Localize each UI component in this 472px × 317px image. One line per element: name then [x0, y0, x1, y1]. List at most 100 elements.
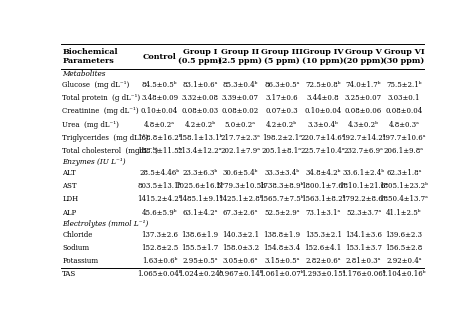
Text: 41.1±2.5ᵇ: 41.1±2.5ᵇ: [386, 209, 421, 217]
Text: AST: AST: [62, 182, 77, 190]
Text: 5.0±0.2ᵃ: 5.0±0.2ᵃ: [225, 120, 256, 128]
Text: 1425.1±2.8ᵇ: 1425.1±2.8ᵇ: [218, 196, 262, 204]
Text: 1485.1±9.1ᵇ: 1485.1±9.1ᵇ: [178, 196, 222, 204]
Text: 72.5±0.8ᵇ: 72.5±0.8ᵇ: [305, 81, 341, 89]
Text: 153.1±3.7: 153.1±3.7: [345, 244, 382, 252]
Text: 0.10±0.04: 0.10±0.04: [141, 107, 178, 115]
Text: 2.82±0.6ᵃ: 2.82±0.6ᵃ: [305, 257, 341, 265]
Text: 1563.1±8.2ᵇ: 1563.1±8.2ᵇ: [301, 196, 346, 204]
Text: 52.5±2.9ᵃ: 52.5±2.9ᵃ: [264, 209, 300, 217]
Text: 158.0±3.2: 158.0±3.2: [222, 244, 259, 252]
Text: 52.3±3.7ᵃ: 52.3±3.7ᵃ: [346, 209, 381, 217]
Text: Control: Control: [143, 53, 177, 61]
Text: 73.1±3.1ᵃ: 73.1±3.1ᵃ: [305, 209, 341, 217]
Text: 138.6±1.9: 138.6±1.9: [181, 231, 219, 239]
Text: Total cholesterol  (mgdL⁻¹): Total cholesterol (mgdL⁻¹): [62, 147, 158, 155]
Text: 1415.2±4.2ᵇ: 1415.2±4.2ᵇ: [137, 196, 182, 204]
Text: Sodium: Sodium: [62, 244, 89, 252]
Text: 1738.3±8.9ᵇ: 1738.3±8.9ᵇ: [260, 182, 304, 190]
Text: 3.32±0.08: 3.32±0.08: [181, 94, 219, 102]
Text: 1800.1±7.6ᵃ: 1800.1±7.6ᵃ: [301, 182, 346, 190]
Text: 4.3±0.2ᵇ: 4.3±0.2ᵇ: [348, 120, 379, 128]
Text: Group II
(2.5 ppm): Group II (2.5 ppm): [219, 48, 262, 65]
Text: 85.3±0.4ᵇ: 85.3±0.4ᵇ: [223, 81, 258, 89]
Text: 63.1±4.2ᵃ: 63.1±4.2ᵃ: [182, 209, 218, 217]
Text: 1179.3±10.5b: 1179.3±10.5b: [215, 182, 266, 190]
Text: Group IV
(10 ppm): Group IV (10 ppm): [303, 48, 344, 65]
Text: 0.10±0.04: 0.10±0.04: [304, 107, 342, 115]
Text: 232.7±6.9ᵃ: 232.7±6.9ᵃ: [344, 147, 383, 155]
Text: 0.07±0.3: 0.07±0.3: [265, 107, 298, 115]
Text: 139.6±2.3: 139.6±2.3: [386, 231, 422, 239]
Text: 2.92±0.4ᵃ: 2.92±0.4ᵃ: [386, 257, 421, 265]
Text: 3.48±0.09: 3.48±0.09: [141, 94, 178, 102]
Text: 0.08±0.04: 0.08±0.04: [385, 107, 422, 115]
Text: Biochemical
Parameters: Biochemical Parameters: [63, 48, 118, 65]
Text: 3.05±0.6ᵃ: 3.05±0.6ᵃ: [223, 257, 258, 265]
Text: Glucose  (mg dL⁻¹): Glucose (mg dL⁻¹): [62, 81, 129, 89]
Text: Electrolytes (mmol L⁻¹): Electrolytes (mmol L⁻¹): [62, 220, 149, 228]
Text: 205.1±8.1ᵃ: 205.1±8.1ᵃ: [262, 147, 302, 155]
Text: 3.3±0.4ᵇ: 3.3±0.4ᵇ: [308, 120, 338, 128]
Text: 2.81±0.3ᵃ: 2.81±0.3ᵃ: [346, 257, 381, 265]
Text: 1.63±0.6ᵇ: 1.63±0.6ᵇ: [142, 257, 177, 265]
Text: 3.17±0.6: 3.17±0.6: [265, 94, 298, 102]
Text: 217.7±2.3ᵃ: 217.7±2.3ᵃ: [220, 134, 260, 142]
Text: 62.3±1.8ᵃ: 62.3±1.8ᵃ: [386, 169, 421, 177]
Text: 4.2±0.2ᵇ: 4.2±0.2ᵇ: [185, 120, 215, 128]
Text: 33.6.1±2.4ᵇ: 33.6.1±2.4ᵇ: [343, 169, 385, 177]
Text: 168.8±16.2ᵇ: 168.8±16.2ᵇ: [137, 134, 182, 142]
Text: 1.061±0.07ᵇ: 1.061±0.07ᵇ: [260, 270, 304, 278]
Text: Metabolites: Metabolites: [62, 70, 106, 78]
Text: 3.03±0.1: 3.03±0.1: [388, 94, 420, 102]
Text: 75.5±2.1ᵇ: 75.5±2.1ᵇ: [386, 81, 421, 89]
Text: 803.5±13.1ᵇ: 803.5±13.1ᵇ: [137, 182, 182, 190]
Text: Potassium: Potassium: [62, 257, 99, 265]
Text: 4.2±0.2ᵇ: 4.2±0.2ᵇ: [266, 120, 297, 128]
Text: 84.5±0.5ᵇ: 84.5±0.5ᵇ: [142, 81, 177, 89]
Text: Chloride: Chloride: [62, 231, 93, 239]
Text: 2.95±0.5ᵃ: 2.95±0.5ᵃ: [182, 257, 218, 265]
Text: 45.6±5.9ᵇ: 45.6±5.9ᵇ: [142, 209, 177, 217]
Text: 0.967±0.14ᵇ: 0.967±0.14ᵇ: [218, 270, 262, 278]
Text: ALT: ALT: [62, 169, 76, 177]
Text: 138.8±1.9: 138.8±1.9: [263, 231, 300, 239]
Text: 192.7±14.2ᵃ: 192.7±14.2ᵃ: [341, 134, 386, 142]
Text: Group VI
(30 ppm): Group VI (30 ppm): [383, 48, 424, 65]
Text: 213.4±12.2ᵃ: 213.4±12.2ᵃ: [178, 147, 222, 155]
Text: 23.3±6.3ᵇ: 23.3±6.3ᵇ: [182, 169, 218, 177]
Text: 0.08±0.06: 0.08±0.06: [345, 107, 382, 115]
Text: ALP: ALP: [62, 209, 76, 217]
Text: 67.3±2.6ᵃ: 67.3±2.6ᵃ: [223, 209, 258, 217]
Text: 202.1±7.9ᵃ: 202.1±7.9ᵃ: [220, 147, 261, 155]
Text: 156.5±2.8: 156.5±2.8: [385, 244, 422, 252]
Text: 155.5±1.7: 155.5±1.7: [181, 244, 219, 252]
Text: 152.8±2.5: 152.8±2.5: [141, 244, 178, 252]
Text: Total protein  (g dL⁻¹): Total protein (g dL⁻¹): [62, 94, 140, 102]
Text: 1.176±0.06ᵇ: 1.176±0.06ᵇ: [341, 270, 386, 278]
Text: 4.8±0.3ᵃ: 4.8±0.3ᵃ: [388, 120, 419, 128]
Text: Group I
(0.5 ppm): Group I (0.5 ppm): [178, 48, 222, 65]
Text: 1565.7±7.5ᵇ: 1565.7±7.5ᵇ: [260, 196, 304, 204]
Text: 1.104±0.16ᵇ: 1.104±0.16ᵇ: [382, 270, 426, 278]
Text: Group V
(20 ppm): Group V (20 ppm): [343, 48, 384, 65]
Text: 1025.6±16.5ᵃ: 1025.6±16.5ᵃ: [176, 182, 225, 190]
Text: 1850.4±13.7ᵃ: 1850.4±13.7ᵃ: [379, 196, 428, 204]
Text: 3.15±0.5ᵃ: 3.15±0.5ᵃ: [264, 257, 299, 265]
Text: 158.1±13.1ᵇ: 158.1±13.1ᵇ: [178, 134, 222, 142]
Text: 1810.1±21.6ᵃ: 1810.1±21.6ᵃ: [339, 182, 388, 190]
Text: 1.293±0.15ᵃ: 1.293±0.15ᵃ: [301, 270, 346, 278]
Text: 3.39±0.07: 3.39±0.07: [222, 94, 259, 102]
Text: Urea  (mg dL⁻¹): Urea (mg dL⁻¹): [62, 120, 119, 128]
Text: LDH: LDH: [62, 196, 78, 204]
Text: 0.08±0.02: 0.08±0.02: [222, 107, 259, 115]
Text: 1805.1±23.2ᵇ: 1805.1±23.2ᵇ: [379, 182, 428, 190]
Text: 3.25±0.07: 3.25±0.07: [345, 94, 382, 102]
Text: 3.44±0.8: 3.44±0.8: [307, 94, 339, 102]
Text: 225.7±10.4ᵃ: 225.7±10.4ᵃ: [301, 147, 346, 155]
Text: 1.024±0.24ᵇ: 1.024±0.24ᵇ: [178, 270, 222, 278]
Text: 1792.2±8.6ᵃ: 1792.2±8.6ᵃ: [341, 196, 386, 204]
Text: 152.6±4.1: 152.6±4.1: [304, 244, 342, 252]
Text: 83.1±0.6ᵃ: 83.1±0.6ᵃ: [182, 81, 218, 89]
Text: 74.0±1.7ᵇ: 74.0±1.7ᵇ: [346, 81, 381, 89]
